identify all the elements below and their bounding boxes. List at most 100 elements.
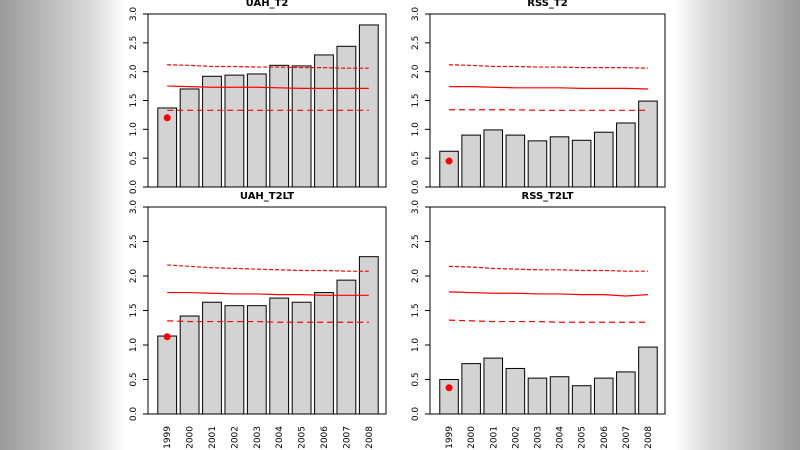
y-tick-label: 1.0 [411,338,421,353]
bar [527,140,548,188]
x-tick-label: 2001 [489,426,499,449]
bar [638,100,658,188]
x-tick-label: 2005 [578,426,588,449]
y-tick-label: 1.5 [129,303,139,317]
y-tick-label: 1.5 [411,303,421,317]
bar [638,346,658,415]
bar [246,305,267,415]
y-tick-label: 0.5 [411,372,421,386]
y-tick-label: 0.0 [129,180,139,195]
y-tick-label: 1.0 [129,122,139,137]
bar [269,64,290,188]
bar [527,377,548,415]
reference-line [449,86,648,90]
chart-title: RSS_T2LT [522,191,574,202]
y-tick-label: 0.5 [129,151,139,165]
bar [157,107,178,188]
x-tick-label: 2001 [208,426,218,449]
bar [461,134,481,188]
y-tick-label: 3.0 [411,7,421,22]
bar [224,74,245,188]
x-tick-label: 2002 [511,426,521,449]
bar [224,305,245,415]
reference-line [167,85,369,89]
y-tick-label: 0.5 [411,151,421,165]
y-tick-label: 3.0 [129,200,139,215]
reference-line [167,264,369,272]
bar [616,122,636,188]
bar [246,73,267,188]
marker-point [163,333,171,341]
bar [179,88,200,188]
chart-title: UAH_T2 [246,0,289,9]
bar [549,136,570,188]
reference-line [167,291,369,296]
chart-title: RSS_T2 [527,0,567,9]
marker-point [445,384,453,392]
y-tick-label: 1.5 [411,93,421,107]
reference-line [449,265,648,272]
bar [505,134,526,188]
marker-point [163,114,171,122]
bar [157,335,178,415]
reference-line [167,320,369,323]
bar [483,129,504,188]
bar [439,150,459,188]
bar [336,279,357,415]
y-tick-label: 2.0 [411,64,421,79]
bar [291,65,312,188]
reference-line [449,64,648,69]
bar [358,24,379,188]
bar [439,379,459,415]
y-tick-label: 2.5 [411,36,421,50]
y-tick-label: 1.5 [129,93,139,107]
x-tick-label: 2003 [533,426,543,449]
x-tick-label: 2008 [365,426,375,449]
x-tick-label: 2006 [320,426,330,449]
bar [314,54,334,188]
x-tick-label: 2007 [342,426,352,449]
x-tick-label: 2004 [275,426,285,449]
chart-title: UAH_T2LT [240,191,294,202]
y-tick-label: 2.0 [129,64,139,79]
bar [336,45,357,188]
y-tick-label: 0.0 [129,407,139,422]
x-tick-label: 1999 [445,426,455,449]
bar [483,357,504,415]
reference-line [449,319,648,323]
y-tick-label: 0.0 [411,407,421,422]
y-tick-label: 2.5 [129,36,139,50]
y-tick-label: 1.0 [411,122,421,137]
bar [571,385,592,415]
bar [616,371,636,415]
bar [549,376,570,415]
reference-line [449,109,648,111]
x-tick-label: 2003 [253,426,263,449]
x-tick-label: 2008 [644,426,654,449]
bar [202,301,222,415]
x-tick-label: 2000 [467,426,477,449]
x-tick-label: 2004 [556,426,566,449]
bar [291,301,312,415]
bar [202,75,222,188]
x-tick-label: 2002 [230,426,240,449]
y-tick-label: 3.0 [411,200,421,215]
y-tick-label: 3.0 [129,7,139,22]
x-tick-label: 2000 [186,426,196,449]
y-tick-label: 0.0 [411,180,421,195]
y-tick-label: 0.5 [129,372,139,386]
x-tick-label: 1999 [163,426,173,449]
y-tick-label: 2.5 [411,234,421,248]
bar [571,139,592,188]
y-tick-label: 2.0 [129,269,139,284]
bar [358,256,379,415]
y-tick-label: 2.5 [129,234,139,248]
bar [269,297,290,415]
bar [505,367,526,415]
bar [593,131,614,188]
bar [314,292,334,415]
x-tick-label: 2007 [622,426,632,449]
bar [179,315,200,415]
